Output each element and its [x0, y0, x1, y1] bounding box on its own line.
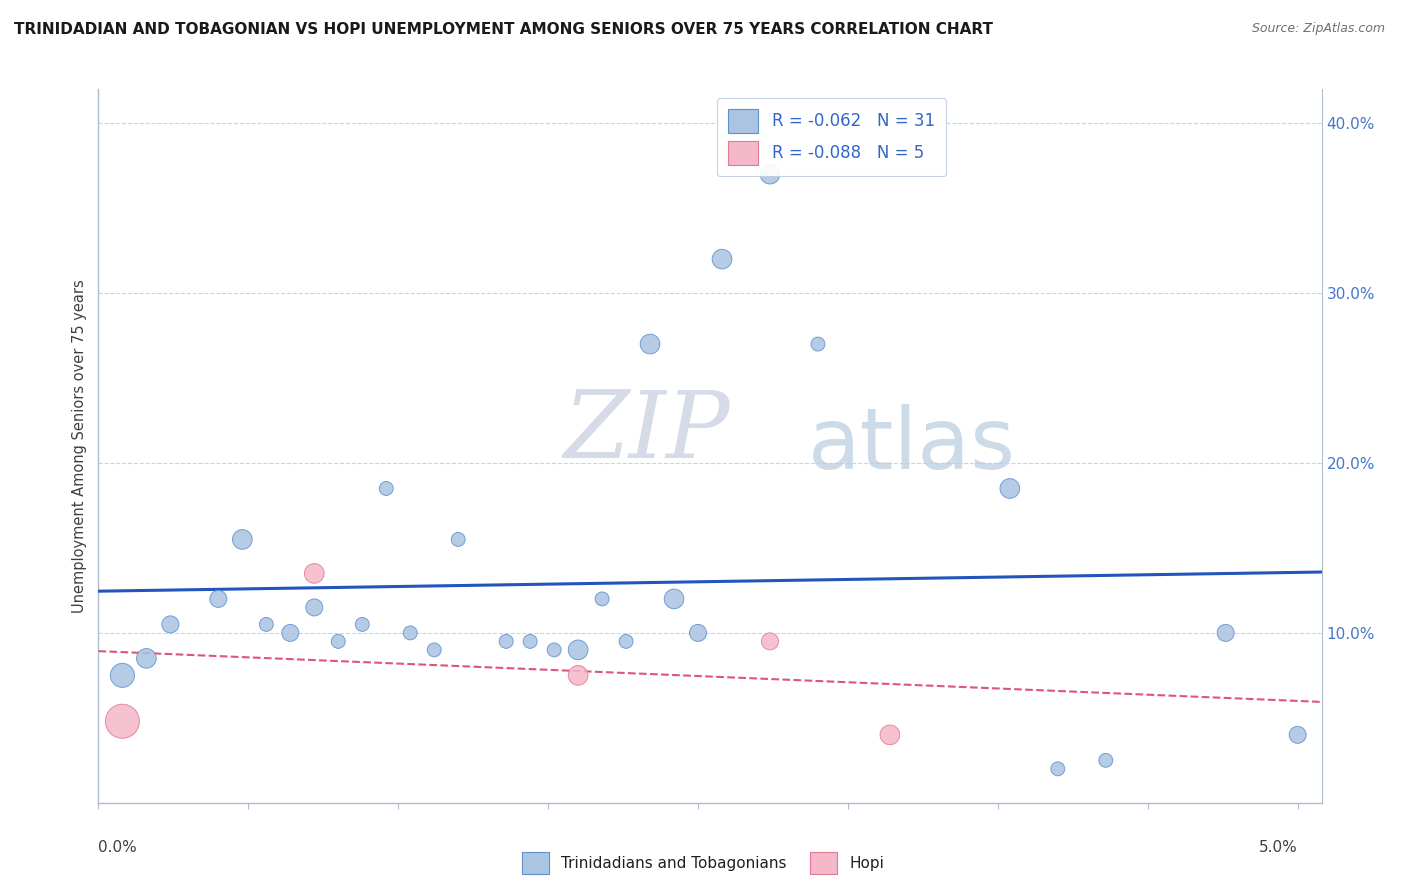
- Point: [254, 617, 277, 632]
- Point: [711, 252, 734, 266]
- Point: [375, 482, 398, 496]
- Point: [399, 626, 422, 640]
- Point: [304, 566, 326, 581]
- Point: [423, 643, 446, 657]
- Point: [278, 626, 301, 640]
- Y-axis label: Unemployment Among Seniors over 75 years: Unemployment Among Seniors over 75 years: [72, 279, 87, 613]
- Point: [614, 634, 637, 648]
- Point: [135, 651, 157, 665]
- Point: [807, 337, 830, 351]
- Point: [1094, 753, 1116, 767]
- Point: [759, 167, 782, 181]
- Point: [231, 533, 253, 547]
- Legend: R = -0.062   N = 31, R = -0.088   N = 5: R = -0.062 N = 31, R = -0.088 N = 5: [717, 97, 946, 177]
- Point: [519, 634, 541, 648]
- Point: [567, 668, 589, 682]
- Point: [352, 617, 374, 632]
- Point: [567, 643, 589, 657]
- Text: 0.0%: 0.0%: [98, 840, 138, 855]
- Point: [662, 591, 685, 606]
- Text: 5.0%: 5.0%: [1258, 840, 1298, 855]
- Point: [1215, 626, 1237, 640]
- Legend: Trinidadians and Tobagonians, Hopi: Trinidadians and Tobagonians, Hopi: [516, 846, 890, 880]
- Point: [1286, 728, 1309, 742]
- Point: [759, 634, 782, 648]
- Point: [111, 668, 134, 682]
- Point: [879, 728, 901, 742]
- Text: atlas: atlas: [808, 404, 1017, 488]
- Point: [1046, 762, 1069, 776]
- Point: [159, 617, 181, 632]
- Point: [207, 591, 229, 606]
- Point: [304, 600, 326, 615]
- Point: [495, 634, 517, 648]
- Point: [998, 482, 1021, 496]
- Point: [638, 337, 661, 351]
- Point: [111, 714, 134, 729]
- Point: [591, 591, 613, 606]
- Point: [543, 643, 565, 657]
- Point: [686, 626, 709, 640]
- Point: [447, 533, 470, 547]
- Point: [328, 634, 350, 648]
- Text: ZIP: ZIP: [564, 387, 730, 476]
- Text: Source: ZipAtlas.com: Source: ZipAtlas.com: [1251, 22, 1385, 36]
- Text: TRINIDADIAN AND TOBAGONIAN VS HOPI UNEMPLOYMENT AMONG SENIORS OVER 75 YEARS CORR: TRINIDADIAN AND TOBAGONIAN VS HOPI UNEMP…: [14, 22, 993, 37]
